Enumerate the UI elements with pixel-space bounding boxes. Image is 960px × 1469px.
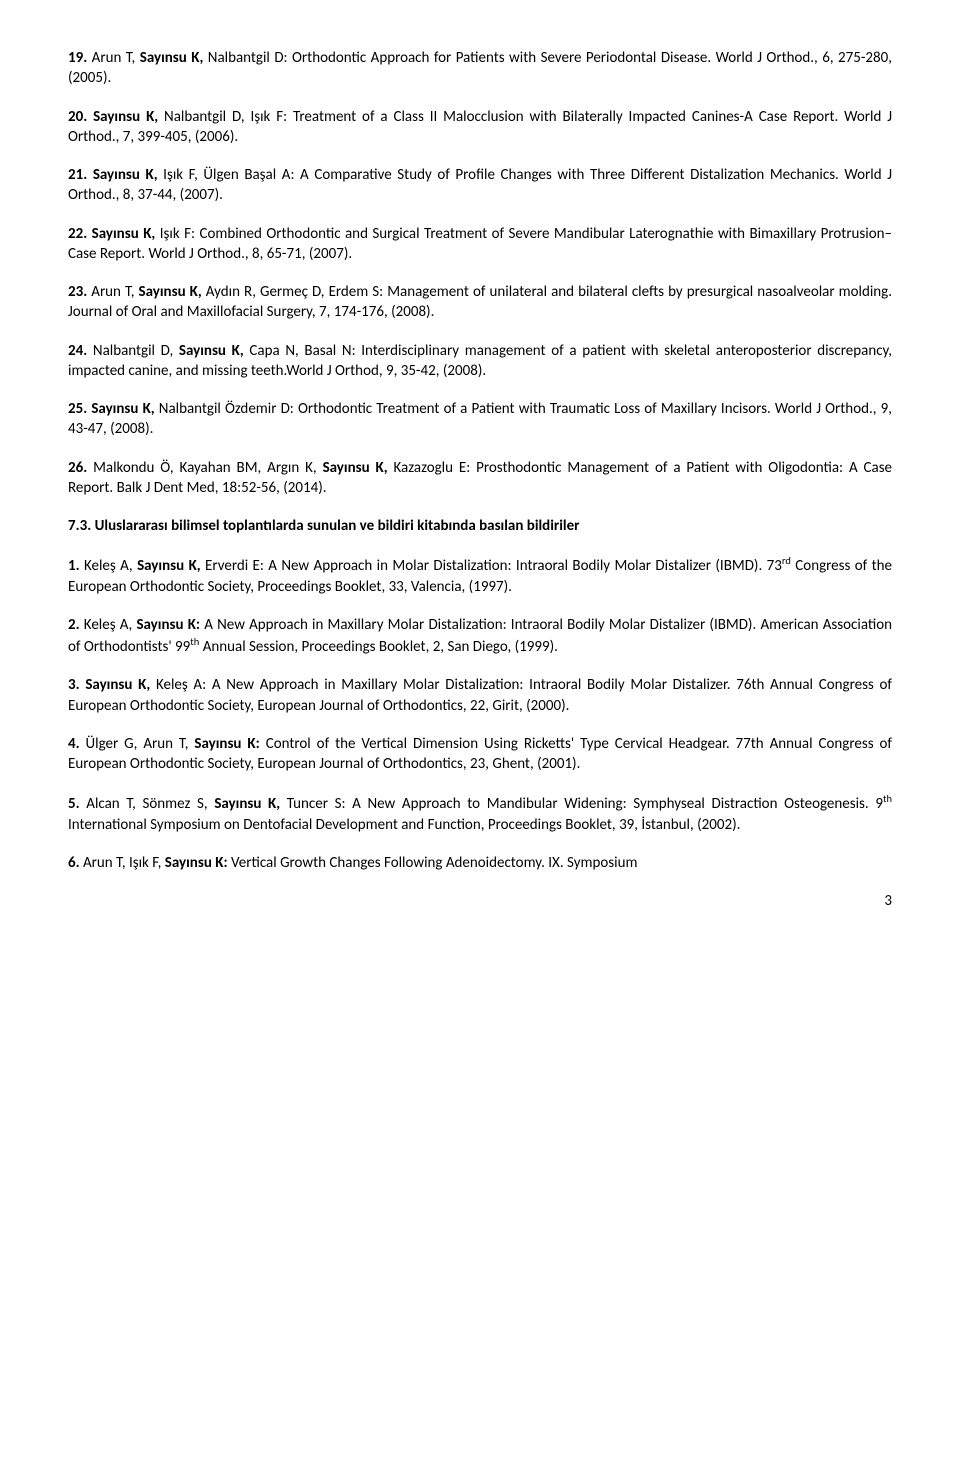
ordinal-superscript: th [883, 792, 892, 805]
ref-text: Vertical Growth Changes Following Adenoi… [228, 854, 638, 872]
ref-text-cont: International Symposium on Dentofacial D… [68, 816, 740, 834]
ref-number: 1. [68, 557, 84, 575]
author-highlight: Sayınsu K: [136, 616, 200, 634]
reference-entry: 25. Sayınsu K, Nalbantgil Özdemir D: Ort… [68, 399, 892, 440]
reference-entry: 20. Sayınsu K, Nalbantgil D, Işık F: Tre… [68, 107, 892, 148]
ref-text: Keleş A: A New Approach in Maxillary Mol… [68, 676, 892, 714]
ref-prefix: Malkondu Ö, Kayahan BM, Argın K, [93, 459, 322, 477]
author-highlight: Sayınsu K, [85, 676, 150, 694]
ref-number: 26. [68, 459, 93, 477]
ref-number: 22. [68, 225, 92, 243]
ref-number: 19. [68, 49, 92, 67]
author-highlight: Sayınsu K, [139, 283, 202, 301]
author-highlight: Sayınsu K, [140, 49, 204, 67]
author-highlight: Sayınsu K, [323, 459, 388, 477]
reference-entry: 4. Ülger G, Arun T, Sayınsu K: Control o… [68, 734, 892, 775]
ordinal-superscript: rd [782, 554, 791, 567]
ref-number: 21. [68, 166, 93, 184]
author-highlight: Sayınsu K, [91, 400, 154, 418]
ref-text: Erverdi E: A New Approach in Molar Dista… [201, 557, 782, 575]
ref-text: Tuncer S: A New Approach to Mandibular W… [280, 795, 883, 813]
ref-number: 4. [68, 735, 86, 753]
ref-text: Işık F, Ülgen Başal A: A Comparative Stu… [68, 166, 892, 204]
ref-prefix: Arun T, [91, 283, 138, 301]
author-highlight: Sayınsu K, [93, 166, 158, 184]
ref-prefix: Nalbantgil D, [93, 342, 179, 360]
ref-number: 3. [68, 676, 85, 694]
author-highlight: Sayınsu K, [137, 557, 201, 575]
author-highlight: Sayınsu K, [179, 342, 244, 360]
ordinal-superscript: th [190, 635, 199, 648]
ref-number: 23. [68, 283, 91, 301]
ref-number: 24. [68, 342, 93, 360]
reference-entry: 19. Arun T, Sayınsu K, Nalbantgil D: Ort… [68, 48, 892, 89]
reference-entry: 6. Arun T, Işık F, Sayınsu K: Vertical G… [68, 853, 892, 873]
ref-text: Nalbantgil Özdemir D: Orthodontic Treatm… [68, 400, 892, 438]
section-heading: 7.3. Uluslararası bilimsel toplantılarda… [68, 516, 892, 536]
reference-entry: 5. Alcan T, Sönmez S, Sayınsu K, Tuncer … [68, 792, 892, 835]
ref-prefix: Alcan T, Sönmez S, [86, 795, 214, 813]
ref-number: 5. [68, 795, 86, 813]
reference-entry: 2. Keleş A, Sayınsu K: A New Approach in… [68, 615, 892, 658]
ref-prefix: Keleş A, [84, 616, 137, 634]
author-highlight: Sayınsu K: [194, 735, 259, 753]
ref-prefix: Ülger G, Arun T, [86, 735, 195, 753]
reference-entry: 23. Arun T, Sayınsu K, Aydın R, Germeç D… [68, 282, 892, 323]
ref-text-cont: Annual Session, Proceedings Booklet, 2, … [199, 638, 558, 656]
author-highlight: Sayınsu K, [92, 225, 156, 243]
reference-entry: 24. Nalbantgil D, Sayınsu K, Capa N, Bas… [68, 341, 892, 382]
reference-entry: 26. Malkondu Ö, Kayahan BM, Argın K, Say… [68, 458, 892, 499]
ref-number: 2. [68, 616, 84, 634]
reference-entry: 3. Sayınsu K, Keleş A: A New Approach in… [68, 675, 892, 716]
reference-entry: 21. Sayınsu K, Işık F, Ülgen Başal A: A … [68, 165, 892, 206]
ref-number: 20. [68, 108, 93, 126]
ref-prefix: Arun T, [92, 49, 140, 67]
ref-prefix: Keleş A, [84, 557, 137, 575]
author-highlight: Sayınsu K, [214, 795, 280, 813]
ref-number: 25. [68, 400, 91, 418]
ref-number: 6. [68, 854, 83, 872]
ref-text: Nalbantgil D, Işık F: Treatment of a Cla… [68, 108, 892, 146]
author-highlight: Sayınsu K: [165, 854, 228, 872]
ref-prefix: Arun T, Işık F, [83, 854, 165, 872]
ref-text: Işık F: Combined Orthodontic and Surgica… [68, 225, 892, 263]
reference-entry: 1. Keleş A, Sayınsu K, Erverdi E: A New … [68, 554, 892, 597]
reference-entry: 22. Sayınsu K, Işık F: Combined Orthodon… [68, 224, 892, 265]
author-highlight: Sayınsu K, [93, 108, 158, 126]
page-number: 3 [68, 891, 892, 911]
